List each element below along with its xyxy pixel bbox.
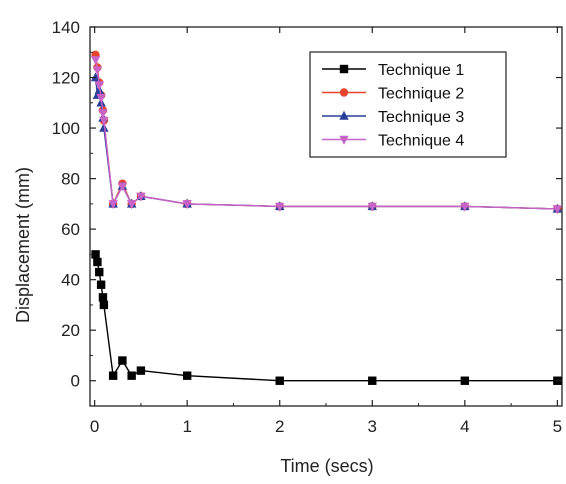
data-point	[96, 94, 106, 103]
y-tick-label: 100	[52, 119, 80, 138]
data-point	[275, 202, 285, 212]
legend-label: Technique 1	[378, 62, 464, 79]
legend-label: Technique 2	[378, 86, 464, 103]
data-point	[99, 116, 109, 126]
data-point	[98, 109, 108, 119]
data-point	[552, 205, 563, 215]
legend-marker	[339, 64, 349, 74]
data-point	[368, 376, 377, 385]
data-point	[182, 200, 192, 210]
series-technique-1	[91, 250, 562, 385]
legend-label: Technique 3	[378, 109, 464, 126]
data-point	[92, 66, 103, 76]
data-point	[136, 192, 146, 202]
x-tick-label: 0	[90, 417, 99, 436]
y-tick-label: 20	[61, 321, 80, 340]
x-tick-label: 5	[553, 417, 562, 436]
x-tick-label: 3	[368, 417, 377, 436]
data-point	[182, 371, 192, 380]
y-tick-label: 60	[61, 220, 80, 239]
x-axis-title: Time (secs)	[280, 456, 373, 476]
data-point	[108, 371, 118, 380]
data-point	[117, 182, 128, 192]
legend-marker	[339, 135, 349, 145]
data-point	[91, 250, 100, 259]
legend: Technique 1 Technique 2 Technique 3 Techniq…	[309, 51, 507, 158]
data-point	[367, 202, 377, 212]
y-axis-title: Displacement (mm)	[13, 167, 33, 323]
data-point	[93, 257, 102, 267]
legend-label: Technique 4	[378, 133, 464, 150]
y-tick-label: 0	[71, 372, 80, 391]
data-point	[90, 56, 101, 66]
y-tick-label: 80	[61, 170, 80, 189]
x-tick-label: 4	[460, 417, 469, 436]
y-tick-label: 40	[61, 271, 80, 290]
legend-marker	[339, 110, 349, 120]
axes: 0 20 40 60 80 100 120 140 0 1 2 3 4 5	[52, 18, 562, 436]
series-group	[90, 50, 563, 385]
series-technique-4	[90, 56, 563, 215]
data-point	[108, 200, 118, 210]
data-point	[99, 122, 109, 132]
legend-marker	[339, 88, 349, 97]
y-tick-label: 120	[52, 69, 80, 88]
data-point	[460, 376, 470, 385]
data-point	[118, 356, 127, 365]
data-point	[98, 293, 108, 302]
x-tick-label: 1	[182, 417, 191, 436]
data-point	[275, 376, 284, 385]
data-point	[95, 267, 104, 277]
data-point	[460, 202, 470, 212]
data-point	[96, 280, 106, 289]
data-point	[99, 300, 109, 310]
data-point	[94, 81, 104, 91]
data-point	[136, 366, 146, 375]
data-point	[127, 371, 136, 380]
data-point	[126, 200, 137, 210]
y-tick-label: 140	[52, 18, 80, 37]
series-line	[94, 254, 558, 382]
x-tick-label: 2	[275, 417, 284, 436]
